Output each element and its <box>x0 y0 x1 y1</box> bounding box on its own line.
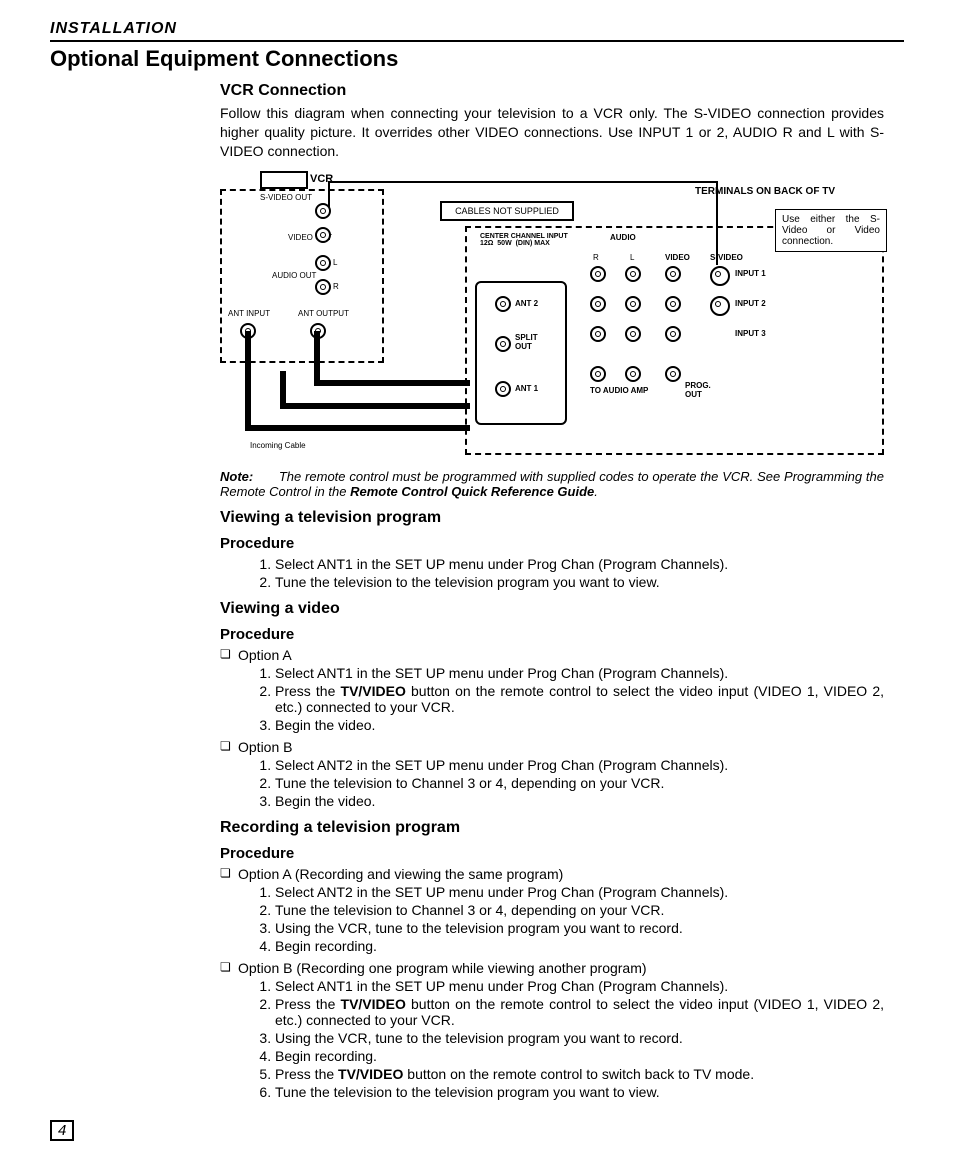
view-video-heading: Viewing a video <box>220 600 884 618</box>
list-item: Begin recording. <box>275 1048 884 1064</box>
view-tv-heading: Viewing a television program <box>220 509 884 527</box>
text: Press the <box>275 1066 338 1082</box>
list-item: Press the TV/VIDEO button on the remote … <box>275 1066 884 1082</box>
record-opt-a-steps: Select ANT2 in the SET UP menu under Pro… <box>220 884 884 954</box>
list-item: Begin the video. <box>275 717 884 733</box>
diagram-cables-not-supplied: CABLES NOT SUPPLIED <box>440 201 574 221</box>
view-video-procedure: Procedure <box>220 626 884 643</box>
diagram-audio-label: AUDIO <box>610 233 636 242</box>
diagram-l2: L <box>630 253 634 262</box>
list-item: Tune the television to Channel 3 or 4, d… <box>275 902 884 918</box>
record-heading: Recording a television program <box>220 819 884 837</box>
tv-video-label: TV/VIDEO <box>341 996 406 1012</box>
option-a-label: Option A <box>220 647 884 663</box>
list-item: Select ANT2 in the SET UP menu under Pro… <box>275 757 884 773</box>
list-item: Select ANT1 in the SET UP menu under Pro… <box>275 665 884 681</box>
list-item: Using the VCR, tune to the television pr… <box>275 1030 884 1046</box>
list-item: Begin the video. <box>275 793 884 809</box>
wiring-diagram: VCR S-VIDEO OUT VIDEO OUT L AUDIO OUT R … <box>220 171 900 461</box>
diagram-audio-out: AUDIO OUT <box>272 271 316 280</box>
view-tv-steps: Select ANT1 in the SET UP menu under Pro… <box>220 556 884 590</box>
vcr-intro: Follow this diagram when connecting your… <box>220 104 884 161</box>
diagram-svideo-label: S-VIDEO <box>710 253 743 262</box>
list-item: Tune the television to the television pr… <box>275 574 884 590</box>
diagram-incoming-cable: Incoming Cable <box>250 441 306 450</box>
text: Press the <box>275 683 341 699</box>
note-text-c: . <box>594 484 598 499</box>
view-video-opt-a-steps: Select ANT1 in the SET UP menu under Pro… <box>220 665 884 733</box>
diagram-svideo-out: S-VIDEO OUT <box>260 193 312 202</box>
tv-video-label: TV/VIDEO <box>338 1066 403 1082</box>
diagram-to-audio-amp: TO AUDIO AMP <box>590 386 648 395</box>
diagram-input3: INPUT 3 <box>735 329 766 338</box>
diagram-ant-output: ANT OUTPUT <box>298 309 349 318</box>
list-item: Press the TV/VIDEO button on the remote … <box>275 996 884 1028</box>
note: Note: The remote control must be program… <box>220 469 884 499</box>
list-item: Tune the television to the television pr… <box>275 1084 884 1100</box>
view-video-opt-b-steps: Select ANT2 in the SET UP menu under Pro… <box>220 757 884 809</box>
list-item: Using the VCR, tune to the television pr… <box>275 920 884 936</box>
page-number: 4 <box>50 1120 74 1141</box>
diagram-r2: R <box>593 253 599 262</box>
diagram-l: L <box>333 258 337 267</box>
diagram-input2: INPUT 2 <box>735 299 766 308</box>
list-item: Select ANT1 in the SET UP menu under Pro… <box>275 556 884 572</box>
diagram-ant-input: ANT INPUT <box>228 309 270 318</box>
record-procedure: Procedure <box>220 845 884 862</box>
view-tv-procedure: Procedure <box>220 535 884 552</box>
diagram-video-label: VIDEO <box>665 253 690 262</box>
list-item: Tune the television to Channel 3 or 4, d… <box>275 775 884 791</box>
diagram-r: R <box>333 282 339 291</box>
diagram-center-channel: CENTER CHANNEL INPUT 12Ω 50W (DIN) MAX <box>480 233 568 247</box>
text: Press the <box>275 996 341 1012</box>
page-title: Optional Equipment Connections <box>50 46 904 72</box>
diagram-prog-out: PROG. OUT <box>685 381 711 399</box>
record-opt-b-steps: Select ANT1 in the SET UP menu under Pro… <box>220 978 884 1100</box>
list-item: Begin recording. <box>275 938 884 954</box>
section-header: INSTALLATION <box>50 20 904 42</box>
list-item: Select ANT2 in the SET UP menu under Pro… <box>275 884 884 900</box>
note-label: Note: <box>220 469 275 484</box>
vcr-heading: VCR Connection <box>220 82 884 100</box>
content-body: VCR Connection Follow this diagram when … <box>220 82 884 1100</box>
diagram-ant2: ANT 2 <box>515 299 538 308</box>
diagram-ant1: ANT 1 <box>515 384 538 393</box>
tv-video-label: TV/VIDEO <box>341 683 406 699</box>
diagram-input1: INPUT 1 <box>735 269 766 278</box>
option-b-label: Option B <box>220 739 884 755</box>
diagram-split-out: SPLIT OUT <box>515 333 538 351</box>
list-item: Select ANT1 in the SET UP menu under Pro… <box>275 978 884 994</box>
diagram-callout: Use either the S-Video or Video connecti… <box>775 209 887 252</box>
record-opt-b-label: Option B (Recording one program while vi… <box>220 960 884 976</box>
record-opt-a-label: Option A (Recording and viewing the same… <box>220 866 884 882</box>
note-text-b: Remote Control Quick Reference Guide <box>350 484 594 499</box>
text: button on the remote control to switch b… <box>403 1066 754 1082</box>
list-item: Press the TV/VIDEO button on the remote … <box>275 683 884 715</box>
